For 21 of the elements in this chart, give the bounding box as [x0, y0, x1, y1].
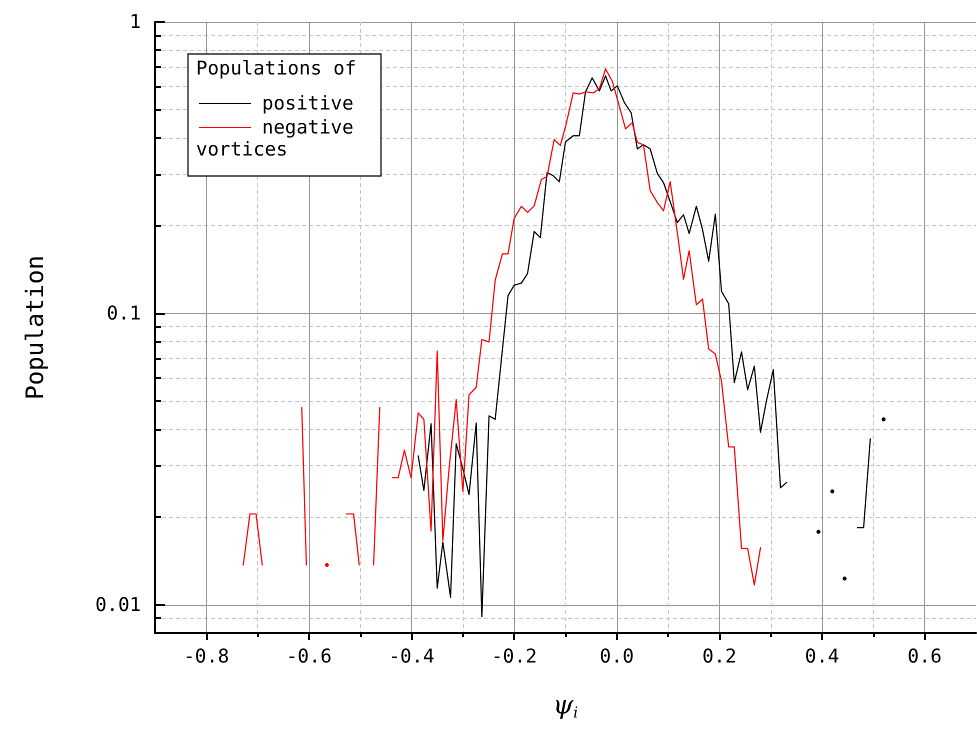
- x-tick-label: -0.6: [286, 646, 332, 668]
- x-tick-label: 0.6: [908, 646, 942, 668]
- annotation: vortices: [196, 138, 288, 160]
- x-tick-label: -0.2: [491, 646, 538, 668]
- y-tick-label: 1: [130, 11, 141, 33]
- y-tick-label: 0.01: [95, 594, 141, 616]
- x-tick-label: -0.8: [183, 646, 230, 668]
- point: [830, 489, 834, 494]
- legend-label: positive: [262, 92, 354, 114]
- point: [816, 530, 820, 534]
- x-tick-label: 0.4: [804, 646, 840, 668]
- x-tick-label: 0.0: [600, 646, 634, 668]
- point: [842, 576, 847, 581]
- y-axis-title: Population: [21, 255, 49, 400]
- point: [882, 417, 886, 422]
- x-tick-label: -0.4: [388, 646, 434, 668]
- point: [324, 562, 329, 567]
- legend-title: Populations of: [196, 58, 356, 80]
- x-tick-label: 0.2: [702, 646, 737, 668]
- y-tick-label: 0.1: [106, 302, 141, 324]
- legend-label: negative: [262, 116, 354, 138]
